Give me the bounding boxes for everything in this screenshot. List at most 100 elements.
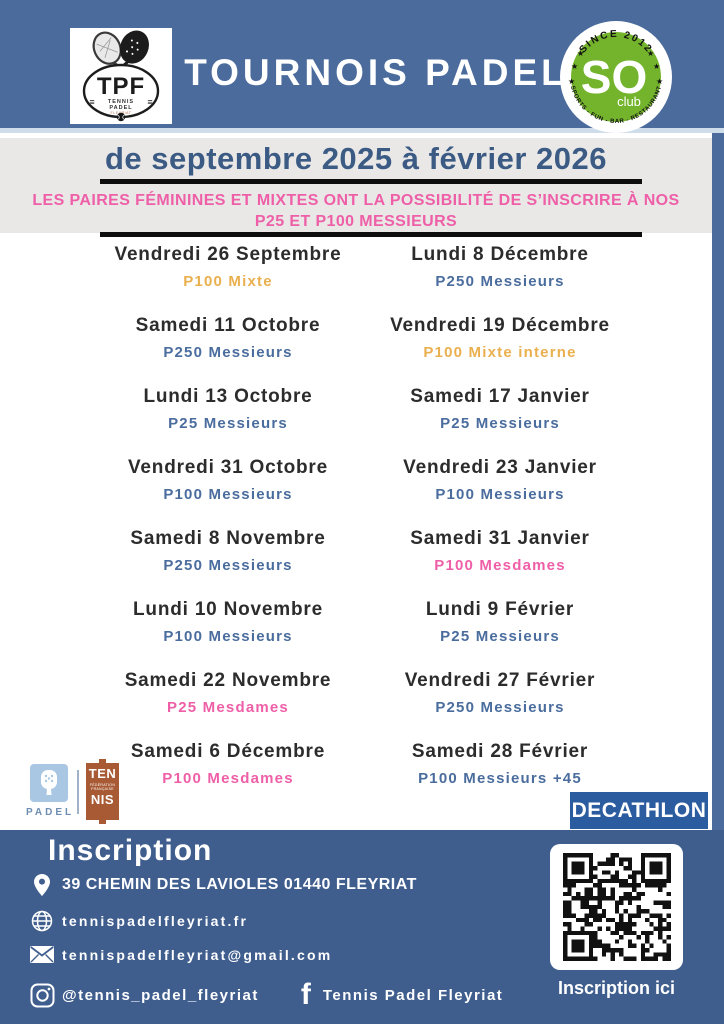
divider-line-top [100, 179, 642, 184]
event-category: P25 Messieurs [440, 415, 560, 432]
header-band: TPF ≡ ≡ TENNIS PADEL FLEYRIAT TOURNOIS P… [0, 0, 724, 133]
event: Samedi 17 Janvier P25 Messieurs [312, 380, 688, 451]
event-category: P250 Messieurs [435, 699, 565, 716]
event-date: Samedi 11 Octobre [135, 315, 321, 336]
globe-icon [26, 910, 58, 932]
address-row: 39 CHEMIN DES LAVIOLES 01440 FLEYRIAT [26, 874, 417, 896]
event-date: Lundi 10 Novembre [133, 599, 323, 620]
inscription-heading: Inscription [48, 834, 213, 867]
event: Samedi 8 Novembre P250 Messieurs [40, 522, 416, 593]
email-text: tennispadelfleyriat@gmail.com [62, 946, 333, 963]
so-club-logo: SINCE 2012 SPORTS - FUN - BAR - RESTAURA… [559, 20, 673, 134]
event-date: Samedi 8 Novembre [130, 528, 326, 549]
event: Vendredi 26 Septembre P100 Mixte [40, 238, 416, 309]
svg-text:★: ★ [568, 77, 575, 86]
event-category: P100 Mixte interne [423, 344, 577, 361]
event-date: Vendredi 26 Septembre [114, 244, 342, 265]
event: Lundi 8 Décembre P250 Messieurs [312, 238, 688, 309]
event: Vendredi 23 Janvier P100 Messieurs [312, 451, 688, 522]
fft-tennis-logo: TEN FÉDÉRATION FRANÇAISE NIS [86, 759, 119, 824]
event: Lundi 9 Février P25 Messieurs [312, 593, 688, 664]
svg-text:★: ★ [647, 49, 654, 58]
svg-text:≡: ≡ [89, 97, 94, 107]
website-text: tennispadelfleyriat.fr [62, 913, 249, 929]
event-date: Samedi 31 Janvier [410, 528, 590, 549]
event-date: Samedi 28 Février [411, 741, 589, 762]
svg-text:≡: ≡ [147, 97, 152, 107]
event: Samedi 28 Février P100 Messieurs +45 [312, 735, 688, 806]
website-row: tennispadelfleyriat.fr [26, 910, 248, 932]
envelope-icon [26, 946, 58, 963]
event: Vendredi 27 Février P250 Messieurs [312, 664, 688, 735]
padel-logo-label: PADEL [26, 807, 75, 818]
tpf-club-logo: TPF ≡ ≡ TENNIS PADEL FLEYRIAT [70, 28, 172, 124]
facebook-name: Tennis Padel Fleyriat [322, 986, 504, 1004]
svg-text:TPF: TPF [97, 73, 145, 100]
footer: Inscription 39 CHEMIN DES LAVIOLES 01440… [0, 830, 724, 1024]
event-date: Samedi 22 Novembre [124, 670, 332, 691]
instagram-handle: @tennis_padel_fleyriat [62, 986, 259, 1004]
event-category: P100 Messieurs [163, 628, 293, 645]
event-date: Lundi 9 Février [425, 599, 575, 620]
svg-text:SO: SO [581, 51, 647, 103]
event-category: P100 Mesdames [434, 557, 566, 574]
logo-divider [77, 770, 79, 814]
facebook-icon: f [300, 978, 311, 1011]
event: Lundi 13 Octobre P25 Messieurs [40, 380, 416, 451]
event-date: Samedi 17 Janvier [410, 386, 590, 407]
svg-text:★: ★ [571, 62, 578, 71]
qr-code [550, 844, 683, 970]
email-row: tennispadelfleyriat@gmail.com [26, 946, 332, 963]
event-category: P250 Messieurs [435, 273, 565, 290]
season-band [0, 138, 712, 233]
event-category: P100 Mixte [183, 273, 273, 290]
event-date: Vendredi 19 Décembre [390, 315, 610, 336]
event-date: Vendredi 31 Octobre [128, 457, 328, 478]
address-text: 39 CHEMIN DES LAVIOLES 01440 FLEYRIAT [62, 876, 417, 893]
svg-text::-): :-) [626, 72, 635, 82]
poster-title: TOURNOIS PADEL [184, 52, 568, 93]
event-category: P25 Messieurs [440, 628, 560, 645]
event-date: Lundi 8 Décembre [411, 244, 589, 265]
padel-racket-icon [30, 764, 68, 802]
svg-text:★: ★ [656, 77, 663, 86]
event-category: P250 Messieurs [163, 344, 293, 361]
svg-text:PADEL: PADEL [109, 105, 132, 111]
notice-line-2: P25 ET P100 MESSIEURS [254, 213, 458, 230]
event-date: Vendredi 23 Janvier [403, 457, 597, 478]
event: Samedi 11 Octobre P250 Messieurs [40, 309, 416, 380]
decathlon-logo: DECATHLON [570, 792, 708, 829]
tpf-logo-graphic: TPF ≡ ≡ TENNIS PADEL FLEYRIAT [82, 30, 160, 122]
fft-tennis-small: FÉDÉRATION FRANÇAISE [89, 783, 116, 791]
facebook-group: f Tennis Padel Fleyriat [293, 978, 504, 1011]
right-border-strip [712, 133, 724, 830]
event-category: P100 Messieurs [163, 486, 293, 503]
so-club-logo-graphic: SINCE 2012 SPORTS - FUN - BAR - RESTAURA… [560, 21, 672, 133]
event-category: P100 Mesdames [162, 770, 294, 787]
svg-text:★: ★ [577, 49, 584, 58]
event-date: Vendredi 27 Février [404, 670, 596, 691]
svg-text:club: club [617, 94, 641, 109]
social-row: @tennis_padel_fleyriat f Tennis Padel Fl… [26, 978, 504, 1011]
event-date: Lundi 13 Octobre [143, 386, 313, 407]
event-category: P25 Messieurs [168, 415, 288, 432]
event: Lundi 10 Novembre P100 Messieurs [40, 593, 416, 664]
schedule-column-left: Vendredi 26 Septembre P100 Mixte Samedi 11… [40, 238, 416, 806]
event-category: P25 Mesdames [167, 699, 289, 716]
qr-caption: Inscription ici [557, 978, 676, 998]
season-title: de septembre 2025 à février 2026 [105, 141, 607, 176]
svg-text:★: ★ [653, 62, 660, 71]
fft-tennis-top: TEN [88, 766, 117, 781]
event: Vendredi 19 Décembre P100 Mixte interne [312, 309, 688, 380]
event-category: P100 Messieurs [435, 486, 565, 503]
schedule-column-right: Lundi 8 Décembre P250 Messieurs Vendredi 1… [312, 238, 688, 806]
svg-text:TENNIS: TENNIS [108, 99, 134, 105]
notice-text: LES PAIRES FÉMININES ET MIXTES ONT LA PO… [20, 190, 692, 232]
event: Samedi 6 Décembre P100 Mesdames [40, 735, 416, 806]
divider-line-bottom [100, 232, 642, 237]
event: Vendredi 31 Octobre P100 Messieurs [40, 451, 416, 522]
fft-tennis-bottom: NIS [90, 792, 115, 807]
event-date: Samedi 6 Décembre [130, 741, 326, 762]
event: Samedi 31 Janvier P100 Mesdames [312, 522, 688, 593]
